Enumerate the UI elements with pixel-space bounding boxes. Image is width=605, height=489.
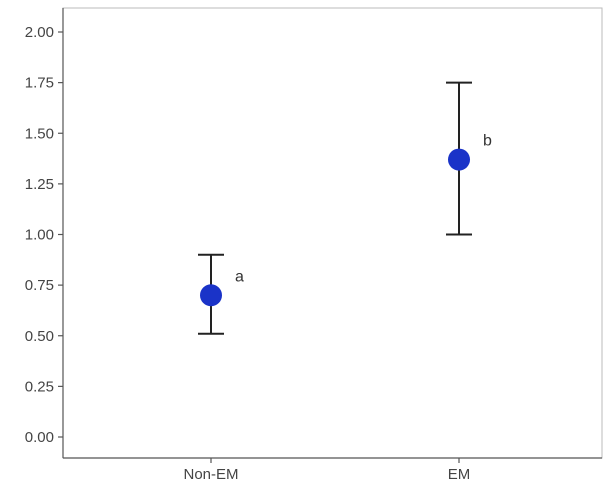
y-tick-label: 0.00: [25, 429, 54, 446]
plot-frame: [62, 7, 603, 459]
x-tick-label: Non-EM: [183, 466, 238, 483]
group-annotation: b: [483, 133, 492, 150]
x-tick-label: EM: [448, 466, 471, 483]
data-marks: ab: [198, 81, 492, 335]
y-tick-label: 2.00: [25, 24, 54, 41]
data-point: [448, 148, 470, 171]
y-axis: 0.00 0.25 0.50 0.75 1.00 1.25 1.50 1.75 2.00: [25, 8, 64, 458]
plot-border: [62, 7, 603, 459]
y-tick-label: 1.25: [25, 176, 54, 193]
group-annotation: a: [235, 268, 244, 285]
y-tick-label: 1.75: [25, 75, 54, 92]
data-point: [200, 284, 222, 307]
y-tick-label: 0.50: [25, 328, 54, 345]
y-tick-label: 0.25: [25, 378, 54, 395]
y-tick-label: 1.00: [25, 227, 54, 244]
y-tick-label: 0.75: [25, 277, 54, 294]
x-axis: Non-EM EM: [63, 457, 602, 483]
y-tick-label: 1.50: [25, 125, 54, 142]
